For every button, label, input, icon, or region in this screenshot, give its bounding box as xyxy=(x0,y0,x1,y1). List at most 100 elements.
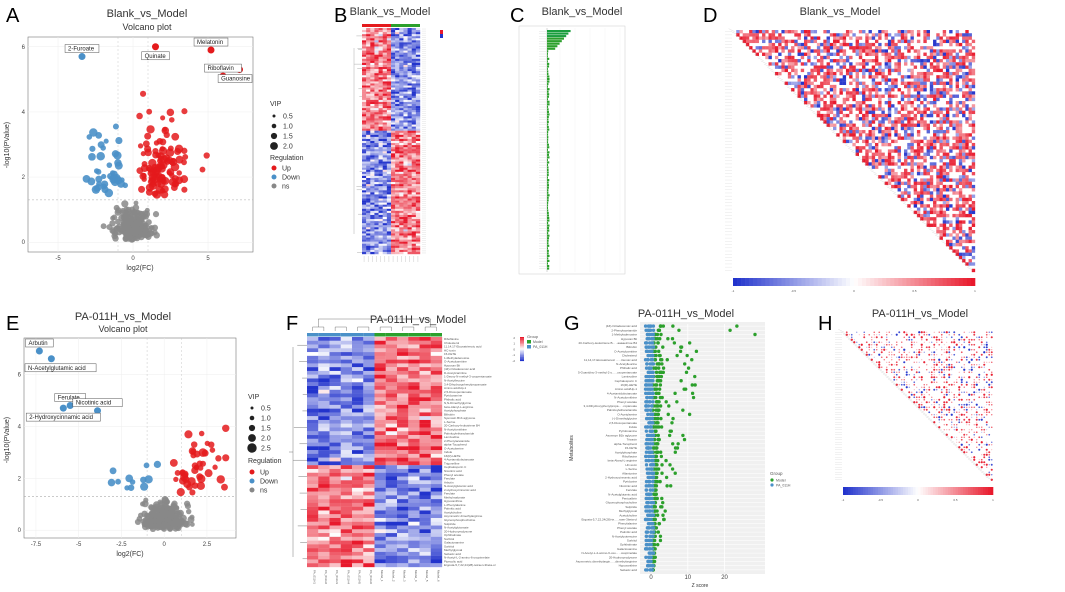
heatmap-cell xyxy=(382,167,388,170)
heatmap-cell xyxy=(399,235,404,238)
heatmap-cell xyxy=(407,108,412,111)
corr-cell xyxy=(916,165,921,169)
corr-cell xyxy=(962,155,966,160)
heatmap-cell xyxy=(411,50,417,53)
corr-cell xyxy=(926,142,930,147)
corr-cell xyxy=(910,126,914,131)
heatmap-cell xyxy=(395,145,400,148)
corr-cell xyxy=(962,246,966,250)
heatmap-cell xyxy=(370,247,375,251)
corr-cell xyxy=(962,239,966,244)
corr-cell xyxy=(797,42,801,47)
heatmap-cell xyxy=(370,251,375,255)
group-bar xyxy=(408,333,420,337)
panel-h-title: PA-011H_vs_Model xyxy=(872,308,968,320)
corr-cell xyxy=(826,42,830,47)
corr-cell xyxy=(800,30,805,34)
corr-cell xyxy=(958,130,963,134)
colorbar-segment xyxy=(785,278,790,286)
corr-cell xyxy=(958,126,963,131)
heatmap-cell xyxy=(378,114,383,117)
corr-cell xyxy=(768,52,772,56)
corr-row-label-tick xyxy=(935,235,942,239)
colorbar-segment xyxy=(914,278,919,286)
heatmap-cell xyxy=(411,67,417,70)
colorbar-segment xyxy=(958,278,964,286)
bar xyxy=(547,105,549,108)
corr-cell xyxy=(833,36,837,40)
corr-cell xyxy=(955,107,960,111)
corr-cell xyxy=(868,133,872,137)
corr-row-label-tick xyxy=(773,73,780,77)
heatmap-cell xyxy=(386,104,392,107)
point-label: Melatonin xyxy=(197,40,223,46)
labeled-point xyxy=(207,46,215,54)
heatmap-cell xyxy=(370,116,375,119)
heatmap-cell xyxy=(370,239,375,242)
heatmap-cell xyxy=(378,95,383,99)
corr-cell xyxy=(868,30,872,34)
up-point xyxy=(173,476,179,483)
heatmap-cell xyxy=(430,378,443,383)
heatmap-cell xyxy=(411,147,417,150)
corr-cell xyxy=(955,201,960,205)
col-dendrogram xyxy=(424,326,437,331)
colorbar-segment xyxy=(813,278,818,286)
corr-cell xyxy=(784,42,789,47)
corr-cell xyxy=(913,49,918,53)
heatmap-cell xyxy=(391,217,396,220)
corr-row-label-tick xyxy=(938,238,945,242)
corr-cell xyxy=(826,46,830,50)
corr-cell xyxy=(923,104,927,108)
corr-row-label-tick xyxy=(915,215,922,219)
bar xyxy=(547,262,549,265)
heatmap-cell xyxy=(366,56,371,60)
corr-cell xyxy=(907,136,911,140)
up-point xyxy=(153,140,160,146)
bar xyxy=(547,75,550,78)
corr-cell xyxy=(791,65,795,69)
heatmap-cell xyxy=(386,239,392,242)
up-point xyxy=(159,187,166,194)
heatmap-cell xyxy=(340,344,353,349)
corr-cell xyxy=(916,97,921,102)
heatmap-cell xyxy=(340,340,353,345)
heatmap-cell xyxy=(403,54,408,57)
heatmap-cell xyxy=(385,401,398,406)
heatmap-cell xyxy=(385,367,398,372)
heatmap-cell xyxy=(386,101,392,105)
corr-cell xyxy=(971,223,976,227)
heatmap-cell xyxy=(374,130,379,133)
corr-cell xyxy=(965,49,969,53)
corr-cell xyxy=(965,133,969,137)
corr-cell xyxy=(933,217,937,221)
bar xyxy=(547,227,550,230)
heatmap-cell xyxy=(362,120,367,123)
corr-cell xyxy=(823,120,827,124)
heatmap-cell xyxy=(415,83,421,86)
heatmap-cell xyxy=(352,344,364,349)
heatmap-cell xyxy=(362,132,367,136)
corr-cell xyxy=(829,120,834,124)
heatmap-cell xyxy=(403,95,408,99)
heatmap-cell xyxy=(382,120,388,123)
corr-cell xyxy=(945,201,950,205)
corr-cell xyxy=(939,68,943,73)
heatmap-cell xyxy=(385,389,398,394)
heatmap-cell xyxy=(366,134,371,138)
heatmap-cell xyxy=(391,196,396,199)
heatmap-cell xyxy=(370,177,375,181)
corr-cell xyxy=(868,146,872,150)
corr-row-label-tick xyxy=(783,83,790,87)
heatmap-cell xyxy=(391,143,396,146)
heatmap-cell xyxy=(391,60,396,64)
panel-letter-f: F xyxy=(286,313,298,335)
heatmap-cell xyxy=(419,370,431,375)
corr-cell xyxy=(913,210,918,215)
corr-cell xyxy=(891,94,895,98)
heatmap-cell xyxy=(430,340,443,345)
corr-cell xyxy=(836,62,840,66)
heatmap-cell xyxy=(415,186,421,189)
heatmap-cell xyxy=(399,175,404,179)
corr-row-label-tick xyxy=(744,44,751,48)
